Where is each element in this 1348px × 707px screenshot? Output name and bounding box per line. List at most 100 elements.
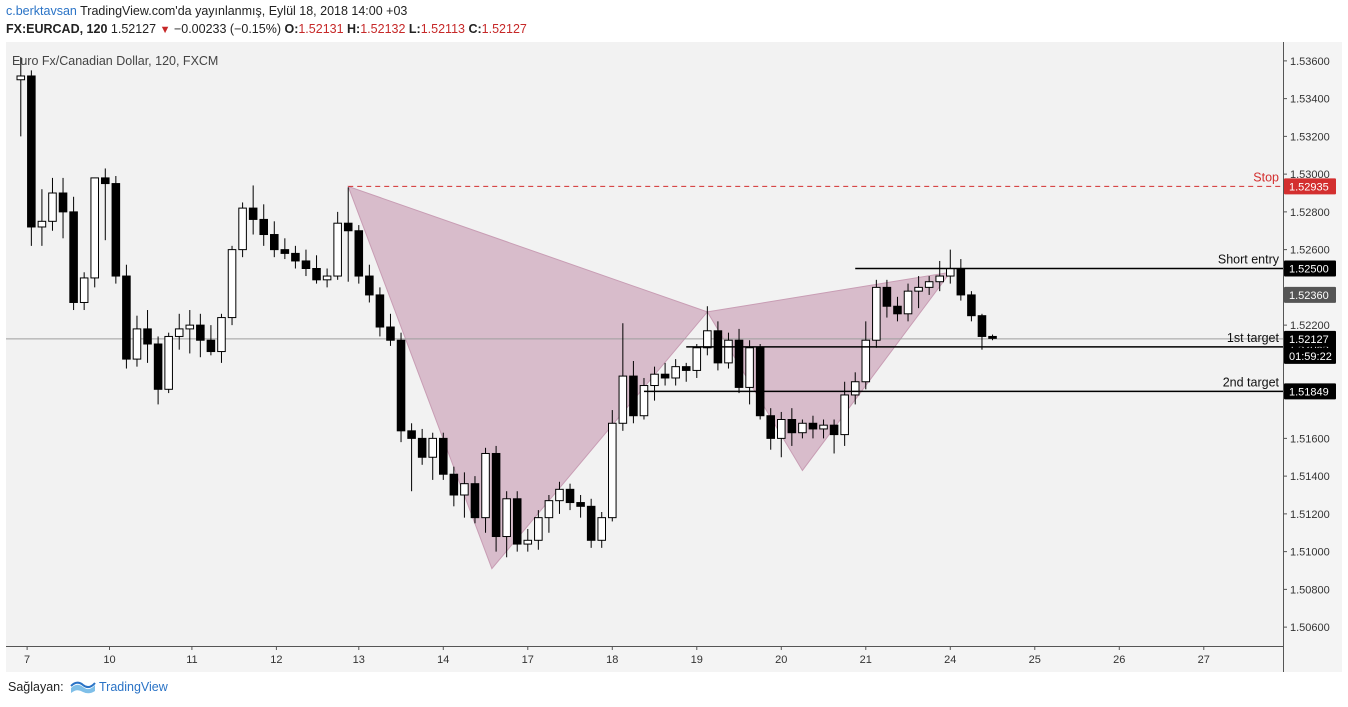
candle-body[interactable] — [291, 252, 300, 262]
candle-body[interactable] — [174, 328, 184, 337]
candle-body[interactable] — [586, 505, 596, 541]
candle-body[interactable] — [280, 249, 290, 254]
candle-body[interactable] — [512, 498, 522, 545]
candle-body[interactable] — [681, 366, 691, 371]
candle-body[interactable] — [79, 277, 89, 303]
candle-body[interactable] — [650, 373, 659, 387]
candle-body[interactable] — [956, 268, 966, 296]
candle-body[interactable] — [428, 437, 438, 458]
candle-body[interactable] — [576, 502, 585, 507]
candle-body[interactable] — [48, 192, 57, 222]
candle-body[interactable] — [196, 324, 205, 341]
candle-body[interactable] — [660, 373, 670, 379]
candle-body[interactable] — [555, 488, 564, 502]
author-link[interactable]: c.berktavsan — [6, 4, 77, 18]
countdown-text: 01:59:22 — [1289, 351, 1332, 363]
candle-body[interactable] — [882, 286, 892, 307]
candle-body[interactable] — [343, 222, 353, 232]
candle-body[interactable] — [58, 192, 68, 213]
candle-body[interactable] — [618, 375, 628, 424]
candle-body[interactable] — [565, 488, 575, 504]
candle-body[interactable] — [270, 234, 279, 251]
candle-body[interactable] — [734, 339, 744, 388]
candle-body[interactable] — [755, 347, 765, 417]
candle-body[interactable] — [354, 230, 364, 277]
candlestick-chart[interactable]: 1.53600 1.53400 1.53200 1.53000 1.52800 1.526… — [6, 42, 1342, 672]
candle-body[interactable] — [946, 268, 955, 277]
candle-body[interactable] — [470, 483, 480, 519]
candle-body[interactable] — [227, 249, 237, 319]
candle-body[interactable] — [787, 419, 797, 434]
candle-body[interactable] — [639, 385, 649, 417]
candle-body[interactable] — [798, 422, 807, 434]
candle-body[interactable] — [259, 218, 269, 236]
candle-body[interactable] — [407, 430, 416, 439]
candle-body[interactable] — [924, 281, 934, 288]
candle-body[interactable] — [185, 324, 195, 330]
candle-body[interactable] — [301, 260, 311, 269]
candle-body[interactable] — [829, 424, 839, 436]
candle-body[interactable] — [861, 339, 871, 383]
candle-body[interactable] — [903, 290, 913, 315]
candle-body[interactable] — [69, 211, 78, 303]
candle-body[interactable] — [417, 437, 427, 458]
candle-body[interactable] — [365, 275, 374, 296]
candle-body[interactable] — [745, 347, 754, 388]
chart-area[interactable]: 1.53600 1.53400 1.53200 1.53000 1.52800 1.526… — [6, 42, 1342, 672]
candle-body[interactable] — [143, 328, 152, 345]
candle-body[interactable] — [481, 452, 490, 519]
candle-body[interactable] — [90, 177, 100, 279]
candle-body[interactable] — [935, 275, 945, 283]
candle-body[interactable] — [703, 330, 712, 349]
candle-body[interactable] — [597, 517, 607, 541]
candle-body[interactable] — [238, 207, 247, 251]
candle-body[interactable] — [766, 415, 776, 439]
candle-body[interactable] — [312, 268, 321, 281]
candle-body[interactable] — [396, 339, 406, 432]
candle-body[interactable] — [491, 452, 501, 538]
candle-body[interactable] — [248, 207, 258, 220]
candle-body[interactable] — [872, 286, 881, 341]
candle-body[interactable] — [724, 339, 733, 364]
candle-body[interactable] — [523, 539, 533, 545]
candle-body[interactable] — [132, 328, 142, 360]
time-tick-label: 19 — [691, 654, 703, 666]
candle-body[interactable] — [692, 347, 702, 371]
candle-body[interactable] — [977, 315, 987, 337]
candle-body[interactable] — [37, 220, 47, 228]
candle-body[interactable] — [164, 335, 173, 390]
candle-body[interactable] — [819, 424, 828, 430]
candle-body[interactable] — [502, 498, 511, 538]
candle-body[interactable] — [206, 339, 216, 353]
candle-body[interactable] — [840, 394, 849, 436]
candle-body[interactable] — [608, 422, 617, 519]
candle-body[interactable] — [544, 500, 554, 519]
candle-body[interactable] — [777, 419, 786, 439]
candle-body[interactable] — [460, 483, 469, 496]
candle-body[interactable] — [988, 335, 997, 339]
candle-body[interactable] — [111, 183, 121, 277]
candle-body[interactable] — [534, 517, 543, 541]
candle-body[interactable] — [850, 381, 860, 396]
candle-body[interactable] — [333, 222, 342, 277]
candle-body[interactable] — [375, 294, 385, 328]
candle-body[interactable] — [808, 422, 818, 430]
candle-body[interactable] — [967, 294, 976, 317]
time-axis[interactable] — [6, 646, 1283, 672]
candle-body[interactable] — [439, 437, 448, 475]
candle-body[interactable] — [914, 286, 923, 292]
tradingview-link[interactable]: TradingView — [99, 680, 168, 694]
candle-body[interactable] — [122, 275, 131, 360]
candle-body[interactable] — [101, 177, 110, 185]
candle-body[interactable] — [386, 326, 395, 341]
candle-body[interactable] — [629, 375, 638, 417]
candle-body[interactable] — [27, 75, 36, 228]
candle-body[interactable] — [893, 305, 902, 315]
tradingview-logo-icon[interactable] — [70, 679, 96, 695]
candle-body[interactable] — [153, 343, 163, 390]
candle-body[interactable] — [217, 317, 226, 353]
candle-body[interactable] — [322, 275, 332, 281]
candle-body[interactable] — [671, 366, 680, 379]
candle-body[interactable] — [16, 75, 26, 81]
candle-body[interactable] — [449, 473, 459, 496]
